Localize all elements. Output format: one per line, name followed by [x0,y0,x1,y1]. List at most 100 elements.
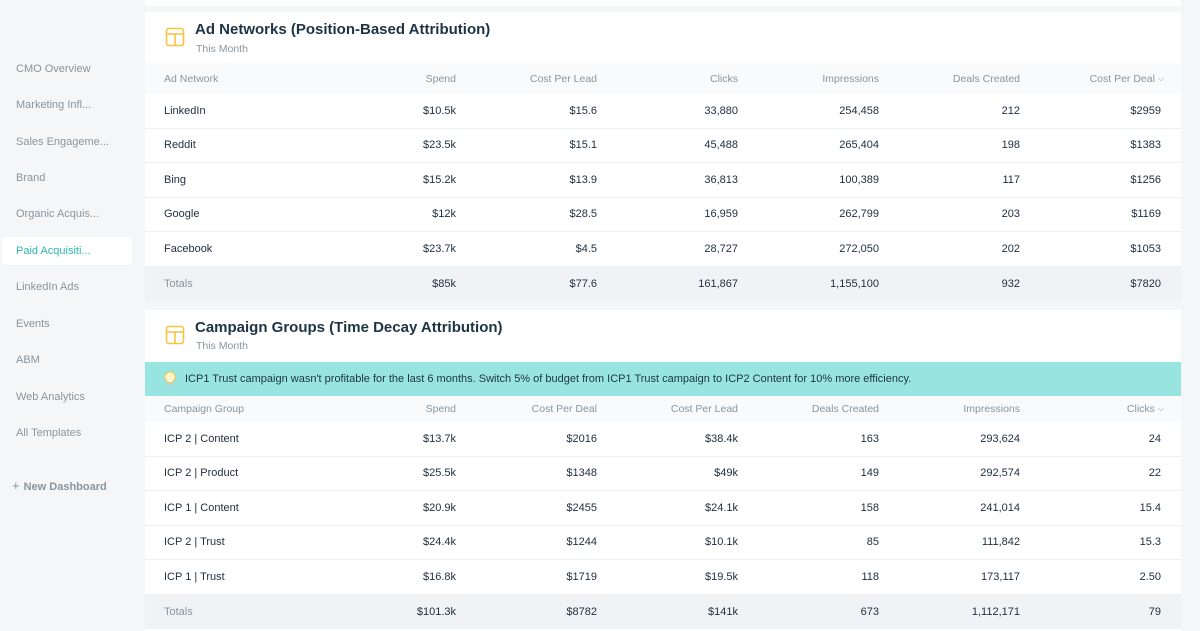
cost-per-deal-value: $1348 [566,467,597,480]
sidebar-item-abm[interactable]: ABM [16,354,40,366]
table-row[interactable]: ICP 2 | Product $25.5k $1348 $49k 149 29… [145,457,1181,491]
card-title: Ad Networks (Position-Based Attribution) [195,21,491,38]
campaign-groups-card: Campaign Groups (Time Decay Attribution)… [145,310,1181,631]
impressions-value: 265,404 [839,139,879,152]
column-header[interactable]: Clicks [710,72,738,85]
cost-per-lead-value: $38.4k [704,432,738,445]
campaign-group-name: ICP 1 | Trust [164,570,225,583]
deals-created-value: 117 [1002,173,1020,186]
spend-value: $24.4k [422,536,456,549]
clicks-value: 2.50 [1139,570,1161,583]
column-header[interactable]: Impressions [822,72,879,85]
impressions-value: 254,458 [839,104,879,117]
column-header-label: Clicks [1126,403,1155,415]
sidebar-item-brand[interactable]: Brand [16,172,46,184]
spend-value: $15.2k [422,173,456,186]
card-subtitle: This Month [196,43,248,55]
sidebar-item-web-analytics[interactable]: Web Analytics [16,391,85,403]
network-name: Facebook [164,242,213,255]
table-row[interactable]: Reddit $23.5k $15.1 45,488 265,404 198 $… [145,129,1181,163]
table-row[interactable]: ICP 1 | Content $20.9k $2455 $24.1k 158 … [145,491,1181,526]
campaign-group-name: ICP 2 | Product [164,467,239,480]
deals-created-total: 932 [1001,277,1020,290]
impressions-value: 173,117 [981,570,1020,583]
clicks-value: 33,880 [704,104,738,117]
clicks-value: 15.4 [1139,501,1161,514]
spend-total: $101.3k [416,605,456,618]
sidebar-item-organic-acquisition[interactable]: Organic Acquis... [16,208,100,220]
clicks-value: 24 [1148,432,1161,445]
sidebar-item-sales-engagement[interactable]: Sales Engageme... [16,136,109,148]
cost-per-lead-value: $19.5k [704,570,738,583]
clicks-total: 79 [1148,605,1161,618]
totals-label: Totals [164,277,193,290]
column-header[interactable]: Deals Created [811,403,879,415]
table-row[interactable]: Bing $15.2k $13.9 36,813 100,389 117 $12… [145,163,1181,198]
column-header-sorted[interactable]: Clicks ⌵ [1127,396,1164,422]
clicks-value: 45,488 [704,139,738,152]
campaign-group-name: ICP 2 | Content [164,432,239,445]
column-header[interactable]: Cost Per Lead [670,403,738,415]
deals-created-value: 203 [1001,208,1020,221]
network-name: LinkedIn [164,104,206,117]
impressions-total: 1,155,100 [830,277,879,290]
spend-value: $23.5k [422,139,456,152]
cost-per-deal-value: $1053 [1130,242,1161,255]
column-header[interactable]: Ad Network [164,72,219,85]
cost-per-lead-value: $28.5 [569,208,597,221]
ad-networks-table: Ad Network Spend Cost Per Lead Clicks Im… [145,63,1181,301]
table-row[interactable]: LinkedIn $10.5k $15.6 33,880 254,458 212… [145,94,1181,129]
sidebar-item-events[interactable]: Events [16,318,50,330]
table-row[interactable]: ICP 2 | Trust $24.4k $1244 $10.1k 85 111… [145,526,1181,560]
table-row[interactable]: Google $12k $28.5 16,959 262,799 203 $11… [145,198,1181,232]
sidebar-item-marketing-influence[interactable]: Marketing Infl... [16,99,92,111]
network-name: Google [164,208,200,221]
table-header-row: Campaign Group Spend Cost Per Deal Cost … [145,396,1181,422]
impressions-value: 292,574 [980,467,1020,480]
main-content: Ad Networks (Position-Based Attribution)… [145,0,1181,631]
cost-per-deal-value: $1383 [1130,139,1161,152]
sidebar-item-linkedin-ads[interactable]: LinkedIn Ads [16,281,79,293]
column-header[interactable]: Cost Per Deal [531,403,597,415]
table-icon [165,325,185,345]
campaign-groups-table: Campaign Group Spend Cost Per Deal Cost … [145,396,1181,629]
cost-per-lead-total: $141k [708,605,738,618]
impressions-value: 293,624 [980,432,1020,445]
cost-per-deal-value: $2455 [566,501,597,514]
deals-created-value: 163 [860,432,879,445]
table-row[interactable]: Facebook $23.7k $4.5 28,727 272,050 202 … [145,232,1181,267]
campaign-group-name: ICP 1 | Content [164,501,239,514]
cost-per-deal-value: $1256 [1130,173,1161,186]
deals-created-value: 118 [861,570,879,583]
column-header[interactable]: Cost Per Lead [529,72,597,85]
cost-per-lead-value: $24.1k [704,501,738,514]
column-header[interactable]: Campaign Group [164,403,244,415]
network-name: Reddit [164,139,196,152]
sidebar-item-all-templates[interactable]: All Templates [16,427,82,439]
column-header-sorted[interactable]: Cost Per Deal ⌵ [1090,63,1164,94]
cost-per-lead-value: $49k [714,467,738,480]
column-header[interactable]: Spend [425,72,456,85]
totals-row: Totals $85k $77.6 161,867 1,155,100 932 … [145,266,1181,301]
clicks-value: 28,727 [704,242,738,255]
sidebar-item-cmo-overview[interactable]: CMO Overview [16,63,91,75]
insight-text: ICP1 Trust campaign wasn't profitable fo… [185,373,912,385]
clicks-value: 36,813 [704,173,738,186]
new-dashboard-button[interactable]: + New Dashboard [12,476,107,496]
column-header[interactable]: Impressions [963,403,1020,415]
totals-label: Totals [164,605,193,618]
network-name: Bing [164,173,187,186]
table-row[interactable]: ICP 2 | Content $13.7k $2016 $38.4k 163 … [145,422,1181,457]
clicks-value: 15.3 [1139,536,1161,549]
clicks-value: 16,959 [704,208,738,221]
table-row[interactable]: ICP 1 | Trust $16.8k $1719 $19.5k 118 17… [145,560,1181,595]
column-header[interactable]: Spend [425,403,456,415]
deals-created-value: 149 [860,467,879,480]
sidebar-item-paid-acquisition[interactable]: Paid Acquisiti... [2,237,132,265]
column-header[interactable]: Deals Created [952,72,1020,85]
campaign-group-name: ICP 2 | Trust [164,536,225,549]
previous-card-edge [145,0,1181,6]
cost-per-deal-value: $1244 [566,536,597,549]
column-header-label: Cost Per Deal [1089,72,1155,85]
impressions-value: 241,014 [980,501,1020,514]
